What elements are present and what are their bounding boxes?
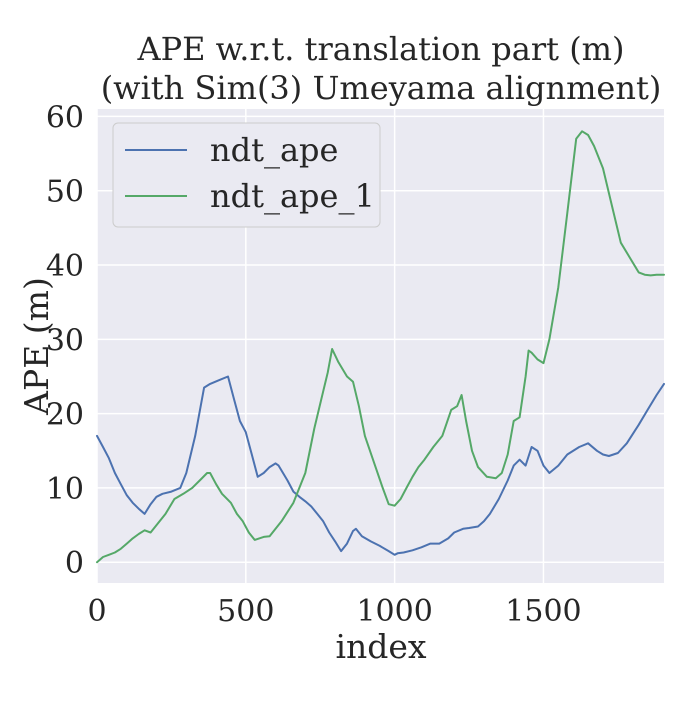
series-lines <box>96 130 665 564</box>
y-tick-label: 0 <box>65 546 84 581</box>
y-tick-label: 50 <box>46 175 84 210</box>
y-tick-label: 20 <box>46 398 84 433</box>
legend-label-ndt-ape: ndt_ape <box>210 131 338 169</box>
x-tick-label: 0 <box>87 594 106 629</box>
y-tick-label: 60 <box>46 100 84 135</box>
series-line-ndt-ape-1 <box>96 130 665 564</box>
y-tick-label: 30 <box>46 323 84 358</box>
chart-subtitle: (with Sim(3) Umeyama alignment) <box>101 69 662 107</box>
y-tick-label: 10 <box>46 472 84 507</box>
x-tick-label: 1500 <box>505 594 581 629</box>
legend-label-ndt-ape-1: ndt_ape_1 <box>210 177 375 215</box>
legend: ndt_ape ndt_ape_1 <box>112 122 381 228</box>
y-tick-label: 40 <box>46 249 84 284</box>
series-line-ndt-ape <box>96 375 665 556</box>
chart-title: APE w.r.t. translation part (m) <box>136 30 624 68</box>
y-axis-label: APE (m) <box>17 277 56 416</box>
x-tick-label: 1000 <box>356 594 432 629</box>
x-axis-label: index <box>335 627 426 666</box>
tick-labels: 0 500 1000 1500 0 10 20 30 40 50 60 <box>46 100 582 629</box>
x-tick-label: 500 <box>217 594 274 629</box>
